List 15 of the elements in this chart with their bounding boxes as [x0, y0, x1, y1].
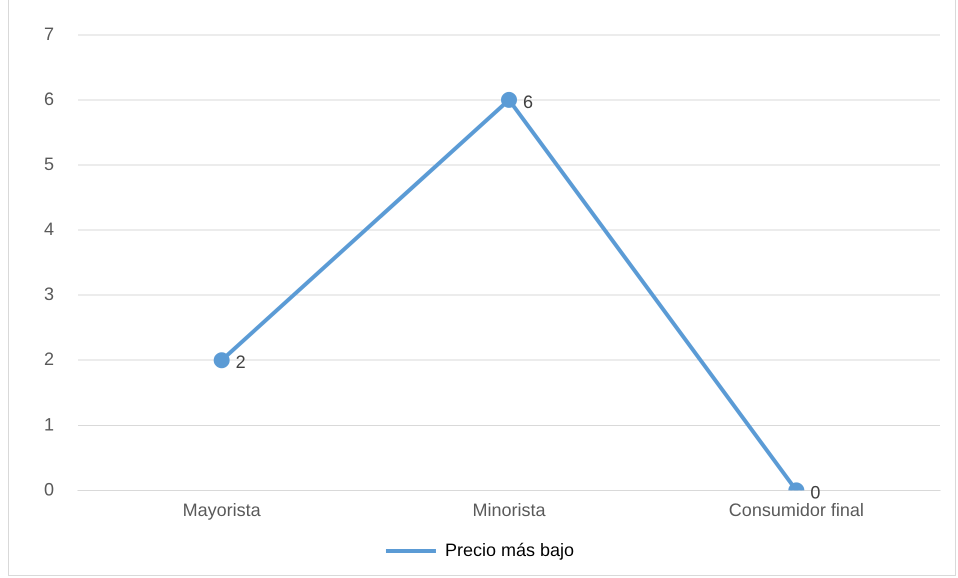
x-tick-label: Mayorista [182, 500, 262, 520]
y-tick-label: 2 [44, 349, 54, 370]
legend-label: Precio más bajo [444, 540, 574, 560]
y-tick-label: 3 [44, 284, 54, 304]
x-tick-label: Minorista [472, 500, 546, 520]
x-tick-label: Consumidor final [728, 500, 864, 520]
data-label: 6 [523, 92, 534, 112]
y-tick-label: 7 [44, 24, 54, 44]
data-label: 2 [236, 352, 246, 372]
y-tick-label: 5 [44, 154, 54, 174]
y-tick-label: 0 [44, 479, 54, 500]
y-tick-label: 6 [44, 88, 54, 109]
y-tick-label: 4 [44, 219, 54, 240]
y-tick-label: 1 [44, 414, 54, 434]
data-label: 0 [810, 482, 820, 502]
